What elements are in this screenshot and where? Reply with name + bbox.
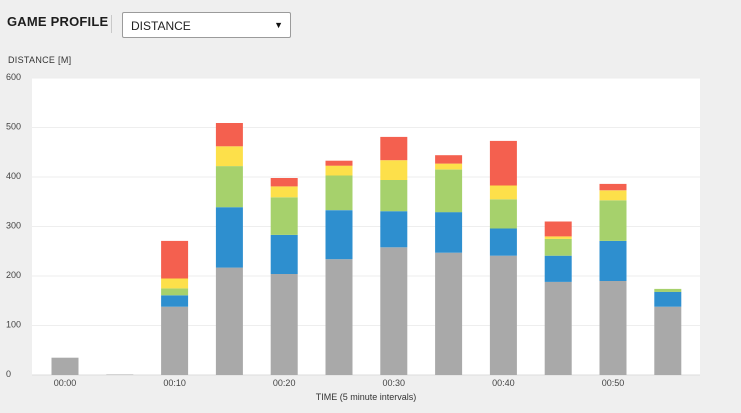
bar-segment-4-0 xyxy=(270,274,298,375)
bar-segment-10-3 xyxy=(599,190,627,201)
bar-segment-9-1 xyxy=(544,255,572,282)
bar-segment-9-3 xyxy=(544,236,572,239)
bar-segment-8-1 xyxy=(489,228,517,256)
bar-segment-6-1 xyxy=(380,211,408,248)
bar-segment-2-0 xyxy=(161,306,189,375)
bar-segment-11-0 xyxy=(654,306,682,375)
bar-segment-9-0 xyxy=(544,281,572,375)
bar-segment-8-2 xyxy=(489,199,517,229)
bar-segment-6-0 xyxy=(380,247,408,375)
bar-segment-9-2 xyxy=(544,238,572,256)
bar-segment-8-4 xyxy=(489,140,517,186)
x-tick-label: 00:50 xyxy=(602,378,625,388)
x-tick-label: 00:30 xyxy=(383,378,406,388)
bar-segment-5-0 xyxy=(325,259,353,375)
bar-segment-10-0 xyxy=(599,280,627,375)
bar-segment-11-1 xyxy=(654,291,682,307)
bar-segment-4-1 xyxy=(270,234,298,274)
bar-segment-7-0 xyxy=(435,252,463,375)
x-tick-label: 00:40 xyxy=(492,378,515,388)
bar-segment-10-4 xyxy=(599,183,627,191)
bar-segment-2-2 xyxy=(161,288,189,296)
bar-segment-1-0 xyxy=(106,374,134,375)
bar-segment-3-3 xyxy=(215,146,243,167)
bar-segment-5-3 xyxy=(325,165,353,176)
bar-segment-6-2 xyxy=(380,180,408,212)
bar-segment-2-4 xyxy=(161,240,189,279)
y-tick-label: 0 xyxy=(6,369,11,379)
bar-segment-7-4 xyxy=(435,155,463,164)
bar-segment-7-3 xyxy=(435,163,463,170)
bar-segment-10-2 xyxy=(599,200,627,241)
y-tick-label: 100 xyxy=(6,320,21,330)
grid-lines xyxy=(32,77,700,376)
x-axis-ticks: 00:00 00:10 00:20 00:30 00:40 00:50 xyxy=(54,378,625,388)
y-axis-ticks: 0 100 200 300 400 500 600 xyxy=(6,72,21,379)
bar-segment-9-4 xyxy=(544,221,572,237)
bar-segment-3-2 xyxy=(215,166,243,208)
x-tick-label: 00:10 xyxy=(163,378,186,388)
triangle-down-icon: ▼ xyxy=(274,20,283,30)
y-tick-label: 500 xyxy=(6,122,21,132)
bar-segment-11-2 xyxy=(654,288,682,292)
bar-segment-2-3 xyxy=(161,278,189,289)
bar-segment-6-3 xyxy=(380,160,408,180)
bar-segment-8-0 xyxy=(489,255,517,375)
bar-segment-0-0 xyxy=(51,357,79,375)
bar-segment-5-2 xyxy=(325,175,353,211)
y-tick-label: 200 xyxy=(6,270,21,280)
bar-segment-4-3 xyxy=(270,186,298,198)
bar-segment-3-4 xyxy=(215,123,243,147)
page-title: GAME PROFILE xyxy=(7,14,109,29)
x-tick-label: 00:20 xyxy=(273,378,296,388)
y-tick-label: 300 xyxy=(6,221,21,231)
bar-segment-5-1 xyxy=(325,210,353,260)
y-tick-label: 600 xyxy=(6,72,21,82)
bar-segment-4-2 xyxy=(270,197,298,235)
bar-segment-7-1 xyxy=(435,212,463,253)
bar-segment-6-4 xyxy=(380,136,408,161)
metric-dropdown[interactable]: DISTANCE ▼ xyxy=(122,12,291,38)
x-axis-title: TIME (5 minute intervals) xyxy=(316,392,417,402)
bar-segment-3-1 xyxy=(215,207,243,268)
metric-dropdown-value: DISTANCE xyxy=(131,19,191,33)
y-tick-label: 400 xyxy=(6,171,21,181)
y-axis-title: DISTANCE [M] xyxy=(8,55,72,65)
bar-segment-4-4 xyxy=(270,178,298,187)
bars xyxy=(51,123,682,375)
bar-segment-10-1 xyxy=(599,240,627,281)
bar-segment-5-4 xyxy=(325,160,353,166)
title-divider xyxy=(111,15,112,33)
bar-segment-3-0 xyxy=(215,267,243,375)
header: GAME PROFILE DISTANCE ▼ xyxy=(0,0,741,50)
bar-segment-8-3 xyxy=(489,185,517,200)
bar-segment-7-2 xyxy=(435,169,463,213)
bar-segment-2-1 xyxy=(161,295,189,307)
x-tick-label: 00:00 xyxy=(54,378,77,388)
